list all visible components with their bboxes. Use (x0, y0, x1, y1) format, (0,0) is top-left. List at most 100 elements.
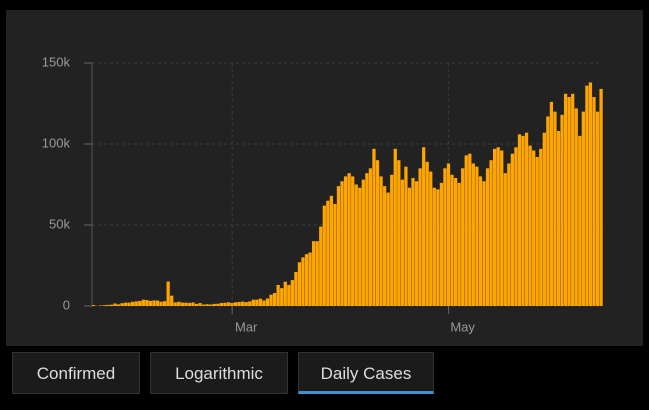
bar (432, 187, 436, 306)
bar (123, 302, 128, 306)
bar (155, 300, 160, 306)
tab-daily-cases[interactable]: Daily Cases (298, 352, 434, 394)
bar (532, 150, 536, 306)
bar (411, 178, 415, 306)
bar (212, 303, 216, 306)
bar (233, 302, 238, 306)
bar (315, 241, 319, 306)
bar (528, 145, 532, 306)
bar (524, 132, 529, 306)
bar (326, 200, 330, 306)
x-tick-label: Mar (235, 319, 258, 334)
bar (241, 301, 245, 306)
bar (276, 284, 280, 306)
bar (358, 187, 362, 306)
bar (393, 148, 397, 306)
bar (478, 176, 483, 306)
bar (443, 168, 447, 306)
bar (461, 168, 465, 306)
bar (571, 93, 575, 306)
bar (475, 166, 479, 306)
bar (425, 161, 429, 306)
bar (535, 156, 539, 306)
bar (152, 300, 156, 306)
bar (354, 184, 358, 306)
bar (141, 299, 145, 306)
bar (308, 252, 312, 306)
y-tick-label: 0 (63, 297, 70, 312)
bar (574, 108, 578, 306)
bar (485, 168, 490, 306)
bar (113, 303, 117, 306)
bar (471, 163, 475, 306)
bar (407, 187, 412, 306)
bar (248, 301, 252, 306)
bar (521, 135, 525, 306)
bar (390, 174, 394, 306)
bar (120, 303, 124, 306)
bar (180, 302, 184, 306)
bar (127, 302, 131, 306)
bar (343, 176, 348, 306)
bar (429, 171, 433, 306)
bar (329, 195, 334, 306)
bar (599, 88, 603, 306)
bar (464, 155, 468, 306)
bar (177, 301, 181, 306)
bar (492, 148, 497, 306)
bar (439, 182, 444, 306)
bar (379, 176, 383, 306)
bar (304, 254, 309, 306)
bar (595, 111, 600, 306)
bar (368, 168, 373, 306)
bar (272, 293, 277, 306)
chart: 0 50k 100k 150k Mar May (0, 0, 649, 346)
y-tick-label: 50k (49, 216, 70, 231)
bar (258, 298, 263, 306)
bar (581, 111, 585, 306)
bar (202, 304, 206, 306)
bar (297, 262, 302, 306)
bar (219, 302, 224, 306)
bar (269, 294, 273, 306)
bar (283, 281, 287, 306)
y-tick-label: 150k (42, 54, 71, 69)
bar (539, 148, 543, 306)
bar (414, 181, 419, 306)
bar (159, 301, 163, 306)
bar (173, 302, 177, 306)
bar (191, 302, 195, 306)
bar (226, 302, 231, 306)
bar (567, 97, 571, 307)
bar (333, 203, 337, 306)
bar (116, 304, 121, 306)
bar (280, 288, 284, 306)
bar (92, 305, 96, 306)
bar (184, 302, 188, 306)
bar (510, 153, 515, 306)
bar (287, 284, 291, 306)
tab-logarithmic[interactable]: Logarithmic (150, 352, 288, 394)
bar (400, 179, 404, 306)
tab-confirmed[interactable]: Confirmed (12, 352, 140, 394)
bar (187, 302, 192, 306)
bar (166, 281, 170, 306)
bar (365, 173, 369, 306)
bar (336, 186, 341, 306)
bar (194, 303, 199, 306)
bar (237, 301, 241, 306)
bar (244, 302, 248, 306)
bar (265, 298, 270, 306)
top-strip (0, 0, 649, 10)
bar (507, 163, 511, 306)
bar (170, 295, 174, 306)
bar (553, 111, 557, 306)
bar (546, 116, 550, 307)
bar (382, 186, 387, 306)
x-tick-label: May (450, 319, 475, 334)
bar (556, 131, 561, 306)
bar (450, 174, 454, 306)
bar (262, 300, 266, 306)
bar (372, 148, 376, 306)
